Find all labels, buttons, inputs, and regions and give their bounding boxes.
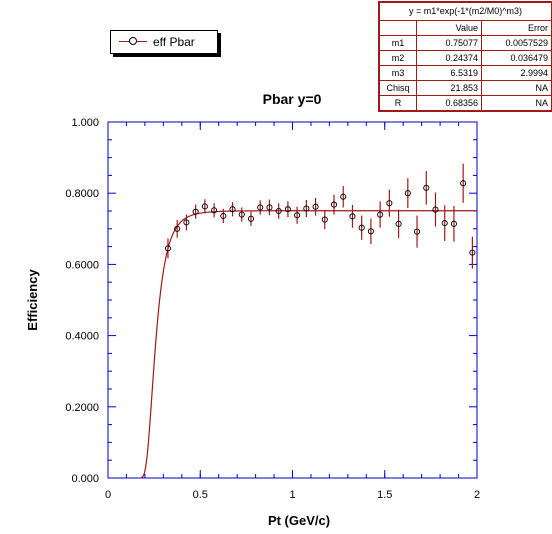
data-point (395, 220, 402, 227)
data-point (183, 219, 190, 226)
data-point (174, 225, 181, 232)
data-point (469, 249, 476, 256)
data-point (275, 207, 282, 215)
param-value: 0.68356 (416, 95, 482, 110)
param-value: 21.853 (416, 80, 482, 96)
data-point (164, 245, 172, 252)
table-row: Chisq 21.853 NA (380, 80, 551, 96)
table-header-cell: Value (416, 21, 482, 36)
param-value: 0.75077 (416, 35, 482, 51)
data-point (358, 224, 365, 231)
legend-circle-marker (129, 37, 137, 45)
table-header-row: Value Error (380, 21, 551, 36)
table-row: m3 6.5319 2.9994 (380, 65, 551, 81)
data-point (294, 212, 301, 219)
data-point (201, 203, 208, 210)
y-tick-label: 0.8000 (65, 188, 99, 200)
param-name: m3 (380, 65, 417, 81)
param-error: 2.9994 (481, 65, 551, 81)
y-tick-label: 0.000 (71, 473, 99, 485)
data-point (220, 212, 227, 220)
data-point (238, 211, 245, 218)
x-axis-label: Pt (GeV/c) (268, 513, 330, 528)
param-name: m2 (380, 50, 417, 66)
x-tick-label: 1 (289, 489, 295, 501)
param-error: 0.0057529 (481, 35, 551, 51)
data-point (404, 190, 411, 197)
data-point (413, 228, 421, 235)
data-point (349, 213, 356, 220)
data-point (367, 228, 374, 235)
data-point (229, 206, 236, 213)
legend-label: eff Pbar (153, 35, 195, 49)
table-row: m2 0.24374 0.036479 (380, 50, 551, 66)
data-point (284, 206, 291, 213)
table-row: R 0.68356 NA (380, 95, 551, 110)
x-tick-label: 0.5 (193, 489, 208, 501)
param-name: Chisq (380, 80, 417, 96)
chart-legend: eff Pbar (110, 30, 218, 54)
param-value: 6.5319 (416, 65, 482, 81)
chart-title: Pbar y=0 (263, 91, 322, 107)
x-tick-label: 1.5 (377, 489, 392, 501)
data-point (266, 204, 273, 211)
data-point (247, 215, 255, 222)
param-error: NA (481, 80, 551, 96)
data-point (377, 211, 384, 218)
y-tick-label: 0.2000 (65, 402, 99, 414)
fit-formula: y = m1*exp(-1*(m2/M0)^m3) (380, 3, 551, 21)
data-point (211, 207, 218, 214)
data-point (441, 220, 448, 227)
param-value: 0.24374 (416, 50, 482, 66)
data-point (192, 208, 199, 215)
param-name: R (380, 95, 417, 110)
data-point (257, 204, 264, 211)
data-point (312, 203, 319, 210)
table-header-cell (380, 21, 417, 36)
param-error: NA (481, 95, 551, 110)
param-name: m1 (380, 35, 417, 51)
data-point (460, 180, 467, 187)
y-tick-label: 1.000 (71, 117, 99, 129)
data-point (423, 184, 430, 191)
data-point (321, 216, 328, 223)
x-tick-label: 0 (105, 489, 111, 501)
data-point (450, 220, 457, 227)
data-point (340, 193, 347, 200)
table-header-cell: Error (481, 21, 551, 36)
plot-frame (107, 121, 478, 479)
param-error: 0.036479 (481, 50, 551, 66)
fit-results-table: y = m1*exp(-1*(m2/M0)^m3) Value Error m1… (378, 1, 552, 112)
data-point (432, 206, 439, 213)
x-tick-label: 2 (474, 489, 480, 501)
data-point (386, 200, 393, 207)
data-point (303, 205, 310, 212)
table-row: m1 0.75077 0.0057529 (380, 35, 551, 51)
y-axis-label: Efficiency (25, 269, 40, 331)
fit-curve (140, 210, 477, 479)
y-tick-label: 0.6000 (65, 259, 99, 271)
y-tick-label: 0.4000 (65, 331, 99, 343)
data-point (330, 201, 338, 208)
